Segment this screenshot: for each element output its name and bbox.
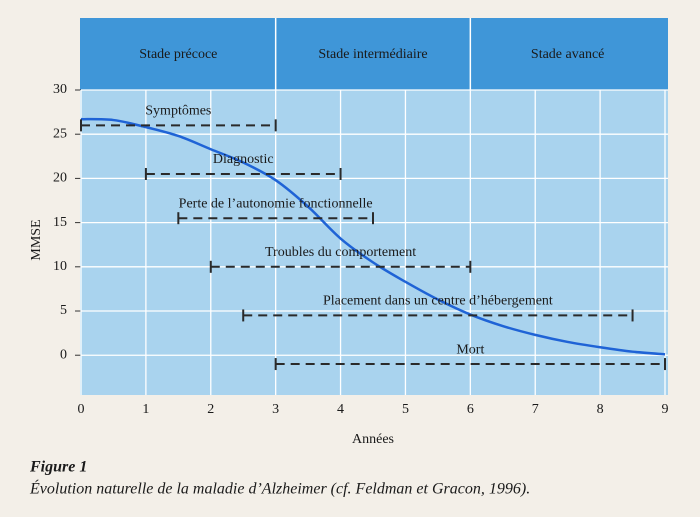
y-tick-label: 5 xyxy=(60,303,67,318)
y-tick-label: 25 xyxy=(53,126,67,141)
stage-header xyxy=(80,18,668,90)
stage-label: Stade intermédiaire xyxy=(318,47,427,62)
interval-label: Symptômes xyxy=(145,104,211,119)
interval-label: Troubles du comportement xyxy=(265,245,416,260)
y-tick-label: 15 xyxy=(53,215,67,230)
y-tick-label: 20 xyxy=(53,171,67,186)
x-tick-label: 5 xyxy=(402,402,409,417)
x-tick-label: 2 xyxy=(207,402,214,417)
interval-label: Placement dans un centre d’hébergement xyxy=(323,294,553,309)
x-tick-label: 9 xyxy=(662,402,669,417)
interval-label: Perte de l’autonomie fonctionnelle xyxy=(179,196,373,211)
plot-area xyxy=(80,90,668,395)
interval-label: Diagnostic xyxy=(213,152,274,167)
x-tick-label: 7 xyxy=(532,402,539,417)
x-axis-label: Années xyxy=(352,432,394,447)
x-tick-label: 6 xyxy=(467,402,474,417)
stage-label: Stade avancé xyxy=(531,47,604,62)
y-tick-label: 30 xyxy=(53,82,67,97)
interval-label: Mort xyxy=(456,342,484,357)
y-tick-label: 10 xyxy=(53,259,67,274)
x-tick-label: 1 xyxy=(142,402,149,417)
stage-label: Stade précoce xyxy=(139,47,217,62)
x-tick-label: 0 xyxy=(78,402,85,417)
y-axis-label: MMSE xyxy=(29,219,44,260)
mmse-curve xyxy=(80,117,666,356)
x-tick-label: 3 xyxy=(272,402,279,417)
caption: Évolution naturelle de la maladie d’Alzh… xyxy=(29,479,530,498)
x-tick-label: 8 xyxy=(597,402,604,417)
x-tick-label: 4 xyxy=(337,402,344,417)
figure-label: Figure 1 xyxy=(29,459,87,476)
y-tick-label: 0 xyxy=(60,347,67,362)
